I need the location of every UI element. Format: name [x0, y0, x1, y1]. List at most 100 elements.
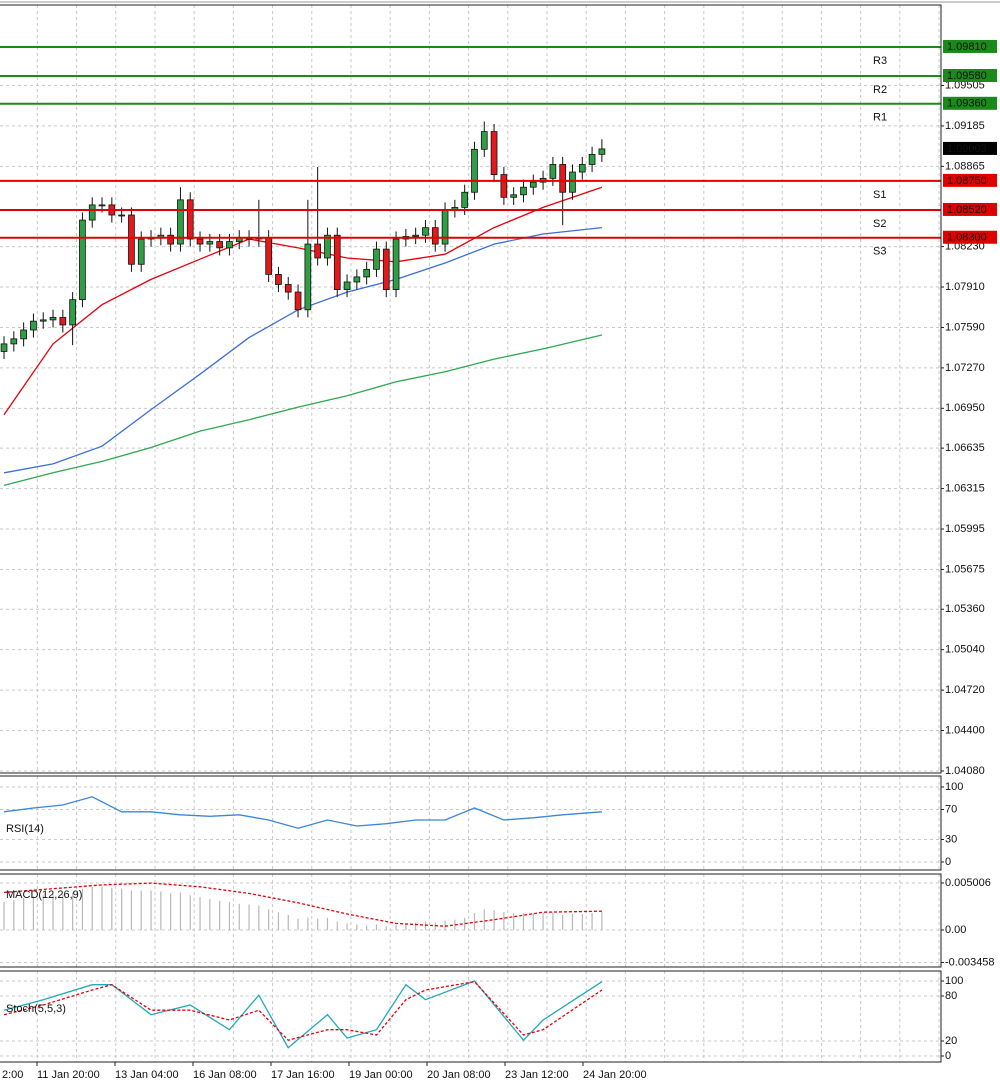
macd-bar — [209, 899, 211, 931]
candle-body — [118, 214, 125, 217]
y-tick-label: 1.04720 — [945, 684, 985, 696]
y-tick-label: 0 — [945, 856, 951, 868]
line — [3, 981, 603, 1041]
macd-bar — [542, 913, 544, 931]
macd-bar — [287, 914, 289, 931]
x-tick-label: 19 Jan 00:00 — [349, 1069, 413, 1081]
macd-bar — [473, 913, 476, 931]
x-tick-label: 16 Jan 08:00 — [193, 1069, 257, 1081]
macd-bar — [591, 913, 593, 931]
candle-body — [196, 238, 204, 245]
frames — [0, 4, 942, 1063]
candle-body — [79, 219, 86, 301]
y-tick-label: 80 — [945, 990, 957, 1002]
macd-bar — [189, 895, 191, 931]
candle-body — [275, 273, 282, 285]
line — [3, 796, 602, 829]
candle-body — [284, 284, 292, 293]
candle-body — [569, 171, 576, 193]
candle-body — [314, 243, 321, 259]
macd-bar — [23, 898, 25, 931]
x-tick-label: 2:00 — [2, 1069, 23, 1081]
macd-bar — [346, 923, 348, 931]
y-tick-label: 1.07590 — [945, 321, 985, 333]
candle-body — [529, 181, 537, 188]
y-tick-label: 100 — [945, 975, 963, 987]
macd-bar — [32, 896, 35, 931]
y-tick-label: 1.05675 — [945, 563, 985, 575]
macd-bar — [277, 912, 280, 931]
line — [3, 882, 602, 927]
x-tick-label: 11 Jan 20:00 — [37, 1069, 100, 1081]
level-name: R1 — [873, 112, 887, 124]
macd-bar — [415, 922, 417, 931]
macd-bar — [562, 914, 564, 931]
x-tick-label: 23 Jan 12:00 — [505, 1069, 569, 1081]
candle-body — [186, 199, 194, 240]
macd-bar — [52, 894, 54, 931]
last-price-box — [943, 141, 997, 155]
level-name: S3 — [873, 246, 886, 258]
macd-bar — [62, 894, 64, 931]
panel-title: RSI(14) — [6, 823, 44, 835]
level-label: 1.08300 — [947, 232, 987, 244]
candle-body — [392, 238, 400, 290]
rsi-frame — [0, 775, 942, 871]
macd-bar — [395, 924, 397, 931]
candle-body — [324, 234, 331, 259]
macd-bar — [493, 910, 495, 931]
candle-body — [216, 241, 223, 249]
macd-bar — [268, 909, 270, 931]
macd-bar — [424, 921, 427, 931]
grid — [0, 5, 941, 1062]
level-label-box — [943, 39, 997, 53]
macd-bar — [248, 904, 250, 931]
macd-bar — [238, 903, 240, 931]
y-tick-label: 1.05995 — [945, 523, 985, 535]
candle-body — [373, 248, 380, 270]
macd-bar — [464, 917, 466, 931]
macd-bar — [160, 891, 162, 931]
y-tick-label: 0.00 — [945, 924, 966, 936]
y-tick-label: 1.04080 — [945, 765, 985, 777]
candle-body — [343, 281, 351, 290]
y-tick-label: 1.05360 — [945, 603, 985, 615]
level-label-box — [943, 202, 997, 216]
macd-bar — [13, 899, 15, 931]
macd-bar — [140, 890, 142, 931]
macd-bar — [532, 913, 534, 931]
level-name: S1 — [873, 189, 886, 201]
candle-body — [461, 191, 469, 208]
panel-title: Stoch(5,5,3) — [6, 1003, 66, 1015]
macd-bar — [405, 923, 407, 931]
macd-frame — [0, 873, 942, 968]
y-tick-label: 1.04400 — [945, 724, 985, 736]
candle-body — [510, 194, 518, 198]
macd-bar — [228, 901, 231, 931]
x-tick-label: 24 Jan 20:00 — [583, 1069, 647, 1081]
panel-title: MACD(12,26,9) — [6, 889, 82, 901]
level-label-box — [943, 96, 997, 110]
candle-body — [588, 153, 596, 165]
candle-body — [59, 316, 67, 326]
candle-body — [167, 234, 174, 245]
y-tick-label: 20 — [945, 1035, 957, 1047]
level-label: 1.09360 — [947, 98, 987, 110]
macd-bar — [3, 901, 5, 931]
level-label: 1.08520 — [947, 204, 987, 216]
y-tick-label: 1.06315 — [945, 482, 985, 494]
stoch-frame — [0, 970, 942, 1063]
x-tick-label: 17 Jan 16:00 — [271, 1069, 335, 1081]
macd-bar — [258, 905, 260, 931]
y-tick-label: 1.09185 — [945, 120, 985, 132]
macd-bar — [101, 886, 103, 931]
candle-body — [422, 227, 429, 236]
y-tick-label: 0 — [945, 1050, 951, 1062]
macd-bar — [454, 919, 456, 931]
y-tick-label: 1.07270 — [945, 362, 985, 374]
y-tick-label: 1.07910 — [945, 281, 985, 293]
candle-body — [500, 174, 508, 198]
candle-body — [578, 164, 586, 173]
